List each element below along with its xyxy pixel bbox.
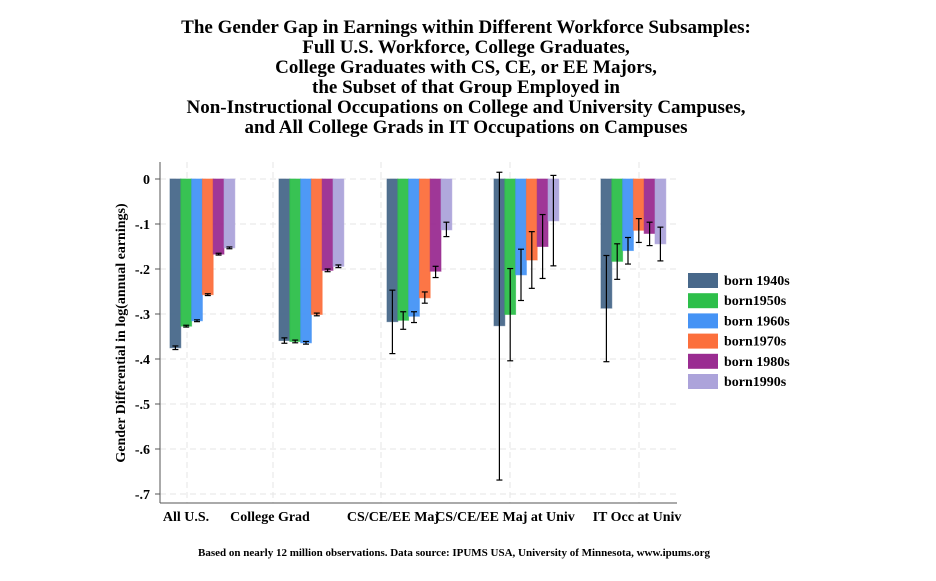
source-note: Based on nearly 12 million observations.… <box>198 547 710 559</box>
title-line: and All College Grads in IT Occupations … <box>244 117 687 138</box>
gridlines <box>160 162 677 503</box>
bar <box>332 178 345 267</box>
y-tick-label: -.4 <box>135 353 150 368</box>
y-tick-label: -.1 <box>135 218 150 233</box>
title-line: College Graduates with CS, CE, or EE Maj… <box>275 57 657 78</box>
legend-swatch <box>688 374 718 389</box>
bars <box>169 171 667 481</box>
bar <box>289 178 302 342</box>
y-axis-label: Gender Differential in log(annual earnin… <box>114 203 129 463</box>
x-tick-label: College Grad <box>230 510 310 525</box>
legend-label: born 1940s <box>724 274 790 289</box>
legend-swatch <box>688 273 718 288</box>
chart-title: The Gender Gap in Earnings within Differ… <box>181 17 751 138</box>
y-tick-label: -.5 <box>135 398 150 413</box>
bar <box>300 178 312 344</box>
bar <box>180 178 193 327</box>
y-tick-label: -.6 <box>135 443 150 458</box>
bar <box>397 178 410 321</box>
legend-swatch <box>688 353 718 369</box>
x-tick-label: CS/CE/EE Maj <box>347 510 439 525</box>
bar <box>321 178 334 271</box>
y-tick-label: -.2 <box>135 263 150 278</box>
bar <box>223 178 236 249</box>
title-line: the Subset of that Group Employed in <box>312 77 620 98</box>
title-line: The Gender Gap in Earnings within Differ… <box>181 17 751 38</box>
bar <box>201 178 214 296</box>
x-tick-label: CS/CE/EE Maj at Univ <box>435 510 575 525</box>
x-tick-label: All U.S. <box>163 510 209 525</box>
legend: born 1940s born1950s born 1960s born1970s bo… <box>688 273 790 390</box>
legend-label: born1990s <box>724 375 787 390</box>
legend-label: born1970s <box>724 335 787 350</box>
bar <box>169 178 182 349</box>
legend-swatch <box>688 293 718 309</box>
title-line: Non-Instructional Occupations on College… <box>187 97 746 118</box>
legend-label: born 1960s <box>724 314 790 329</box>
x-tick-label: IT Occ at Univ <box>593 510 682 525</box>
bar <box>191 178 203 322</box>
bar <box>278 178 291 342</box>
bar <box>408 178 420 317</box>
legend-label: born1950s <box>724 294 787 309</box>
legend-label: born 1980s <box>724 355 790 370</box>
y-tick-label: -.3 <box>135 308 150 323</box>
y-tick-label: 0 <box>143 173 150 188</box>
title-line: Full U.S. Workforce, College Graduates, <box>302 37 630 58</box>
legend-swatch <box>688 333 718 349</box>
bar <box>429 178 442 272</box>
y-tick-label: -.7 <box>135 488 150 503</box>
bar <box>310 178 323 315</box>
bar <box>418 178 431 299</box>
axes: 0 -.1 -.2 -.3 -.4 -.5 -.6 -.7 All U.S. College Gr… <box>135 162 682 525</box>
bar <box>212 178 225 255</box>
legend-swatch <box>688 313 718 329</box>
